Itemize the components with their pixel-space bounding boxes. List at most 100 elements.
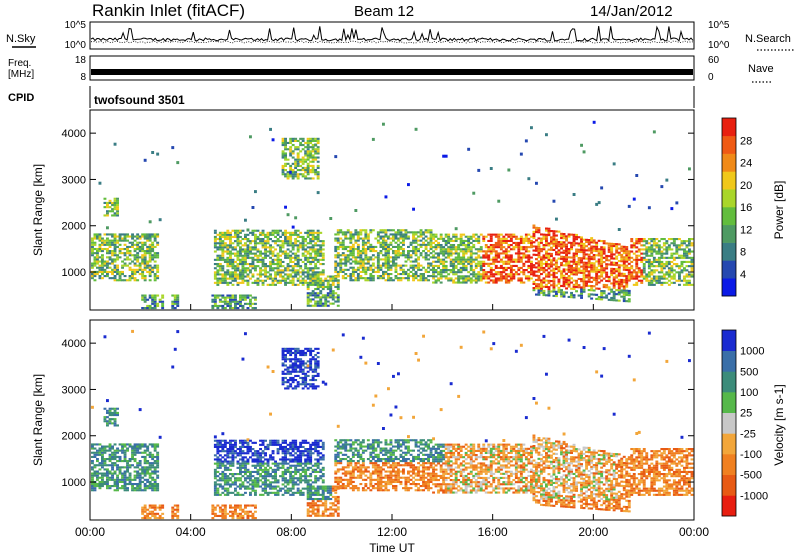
heatmap-cell [361,237,365,240]
heatmap-cell [289,141,293,144]
heatmap-cell [236,517,240,520]
heatmap-cell [605,273,609,276]
heatmap-cell [133,489,137,492]
heatmap-cell [223,244,227,247]
heatmap-cell [291,173,295,176]
heatmap-cell [482,264,486,267]
cpid-strip: twofsound 3501 [89,86,695,108]
heatmap-cell [530,271,533,274]
heatmap-cell [422,250,425,253]
heatmap-cell [133,483,137,486]
heatmap-cell [304,265,308,268]
heatmap-cell [412,245,415,248]
heatmap-cell [642,248,646,251]
heatmap-cell [344,237,348,240]
heatmap-cell [545,273,548,276]
heatmap-cell [432,241,435,244]
heatmap-cell [213,267,217,270]
heatmap-cell [572,283,576,286]
heatmap-cell [560,274,563,277]
heatmap-cell [264,246,267,249]
heatmap-cell [577,267,581,270]
heatmap-cell [138,474,142,477]
heatmap-cell [479,246,483,249]
heatmap-cell [101,256,104,259]
heatmap-cell [316,152,320,155]
heatmap-cell [562,274,566,277]
heatmap-cell [311,150,315,153]
heatmap-cell [622,258,626,261]
heatmap-cell [223,487,227,490]
heatmap-cell [156,302,160,305]
heatmap-cell [494,256,498,259]
heatmap-cell [640,279,644,282]
heatmap-cell [572,285,576,288]
heatmap-cell [289,265,293,268]
heatmap-cell [103,445,107,448]
heatmap-cell [356,279,360,282]
heatmap-cell [575,271,578,274]
heatmap-cell [153,489,157,492]
heatmap-cell [176,296,180,299]
heatmap-cell [151,307,155,310]
heatmap-cell [311,246,315,249]
heatmap-cell [296,256,300,259]
heatmap-cell [334,285,338,288]
heatmap-cell [108,201,112,204]
heatmap-cell [422,256,425,259]
heatmap-cell [236,277,240,280]
heatmap-cell [489,273,493,276]
heatmap-cell [522,248,526,251]
heatmap-cell [116,214,119,217]
heatmap-cell [527,275,531,278]
heatmap-cell [311,171,315,174]
heatmap-cell [146,235,150,238]
heatmap-cell [296,169,300,172]
heatmap-cell [356,250,360,253]
heatmap-cell [627,250,631,253]
heatmap-cell [429,243,433,246]
heatmap-cell [527,271,531,274]
heatmap-cell [467,237,471,240]
heatmap-cell [264,267,267,270]
heatmap-cell [128,279,132,282]
heatmap-cell [241,294,245,297]
heatmap-cell [514,244,518,247]
heatmap-cell [334,275,338,278]
heatmap-cell [675,246,679,249]
heatmap-cell [281,173,285,176]
heatmap-cell [153,237,157,240]
heatmap-cell [565,283,568,286]
heatmap-cell [141,233,145,236]
heatmap-cell [141,260,145,263]
heatmap-cell [585,238,588,241]
heatmap-cell [371,268,375,271]
heatmap-cell [647,248,651,251]
heatmap-cell [364,248,368,251]
colorbar-frame [721,117,737,297]
heatmap-cell [311,298,315,301]
heatmap-cell [216,445,220,448]
heatmap-cell [304,275,308,278]
heatmap-cell [369,264,373,267]
heatmap-cell [434,281,438,284]
heatmap-cell [366,248,370,251]
heatmap-cell [229,483,232,486]
heatmap-cell [567,260,571,263]
heatmap-cell [216,307,220,310]
heatmap-cell [234,510,237,513]
heatmap-cell [294,137,298,140]
heatmap-cell [572,256,576,259]
heatmap-cell [504,237,508,240]
heatmap-cell [672,263,676,266]
heatmap-cell [607,255,611,258]
heatmap-cell [118,458,122,461]
heatmap-cell [447,241,451,244]
heatmap-cell [527,279,531,282]
heatmap-cell [223,468,227,471]
heatmap-cell [271,283,275,286]
heatmap-cell [336,241,340,244]
heatmap-cell [96,470,99,473]
heatmap-cell [592,270,596,273]
heatmap-cell [241,485,245,488]
